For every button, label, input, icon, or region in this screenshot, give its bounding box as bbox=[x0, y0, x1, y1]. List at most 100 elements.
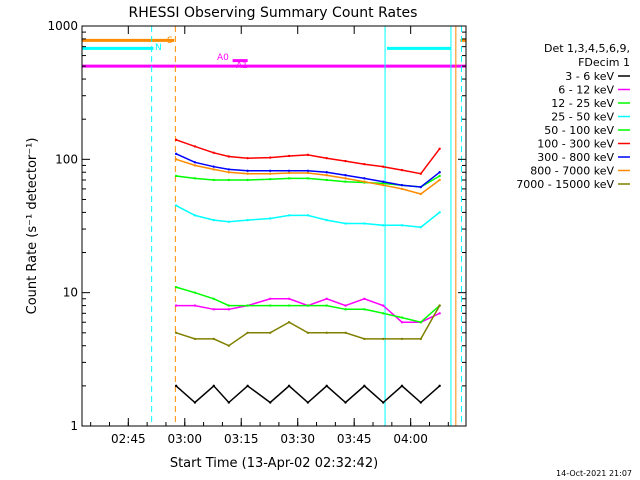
data-point-6-1 bbox=[193, 161, 197, 164]
data-point-7-6 bbox=[287, 171, 291, 175]
y-tick-label: 10 bbox=[63, 286, 78, 300]
data-point-3-11 bbox=[381, 224, 385, 227]
legend-entry-label: 3 - 6 keV bbox=[565, 70, 614, 83]
data-point-7-2 bbox=[212, 168, 215, 171]
data-point-6-6 bbox=[287, 169, 291, 173]
data-point-2-13 bbox=[419, 321, 423, 324]
data-point-3-7 bbox=[306, 214, 310, 217]
data-point-2-12 bbox=[400, 316, 404, 319]
data-point-7-9 bbox=[344, 177, 347, 180]
data-point-5-14 bbox=[438, 147, 441, 150]
data-point-7-8 bbox=[325, 174, 328, 177]
data-point-3-6 bbox=[287, 214, 291, 217]
data-point-2-1 bbox=[193, 291, 197, 294]
data-point-2-11 bbox=[381, 312, 385, 315]
data-point-5-2 bbox=[212, 151, 215, 154]
annotation-a0: A0 bbox=[217, 53, 229, 63]
data-point-4-1 bbox=[193, 177, 197, 180]
legend-entry-label: 300 - 800 keV bbox=[537, 151, 614, 164]
data-point-1-9 bbox=[344, 304, 347, 307]
data-point-5-3 bbox=[227, 155, 231, 158]
data-point-0-14 bbox=[438, 384, 441, 388]
data-point-6-14 bbox=[438, 171, 441, 174]
data-point-5-6 bbox=[287, 154, 291, 158]
data-point-6-9 bbox=[344, 174, 347, 177]
data-point-0-13 bbox=[419, 401, 423, 404]
data-point-7-12 bbox=[400, 187, 404, 191]
annotation-n: N bbox=[155, 43, 162, 53]
data-point-2-0 bbox=[174, 285, 178, 289]
data-point-0-8 bbox=[325, 384, 328, 388]
data-point-5-12 bbox=[400, 168, 404, 172]
data-point-5-4 bbox=[246, 156, 249, 160]
chart-title: RHESSI Observing Summary Count Rates bbox=[129, 5, 418, 21]
data-point-7-5 bbox=[269, 172, 272, 175]
data-point-6-2 bbox=[212, 165, 215, 168]
data-point-8-1 bbox=[193, 337, 197, 341]
data-point-7-0 bbox=[174, 158, 178, 161]
data-point-2-3 bbox=[227, 304, 231, 307]
annotation-s: S bbox=[167, 36, 173, 46]
legend-entry-label: 25 - 50 keV bbox=[551, 111, 614, 124]
data-point-0-5 bbox=[269, 401, 272, 404]
data-point-3-3 bbox=[227, 220, 231, 224]
legend-entry-label: 6 - 12 keV bbox=[558, 84, 614, 97]
data-point-2-7 bbox=[306, 304, 310, 307]
data-point-1-10 bbox=[363, 297, 366, 300]
data-point-5-0 bbox=[174, 138, 178, 142]
data-point-1-12 bbox=[400, 321, 404, 324]
data-point-0-9 bbox=[344, 401, 347, 404]
legend-entry-label: 7000 - 15000 keV bbox=[516, 178, 614, 191]
data-point-0-2 bbox=[212, 384, 215, 388]
data-point-3-0 bbox=[174, 204, 178, 207]
data-point-4-14 bbox=[438, 174, 441, 178]
data-point-0-7 bbox=[306, 401, 310, 404]
data-point-1-14 bbox=[438, 312, 441, 315]
data-point-2-2 bbox=[212, 297, 215, 300]
data-point-4-4 bbox=[246, 178, 249, 182]
data-point-6-10 bbox=[363, 177, 366, 180]
data-point-7-4 bbox=[246, 172, 249, 175]
data-point-4-3 bbox=[227, 178, 231, 182]
data-point-8-3 bbox=[227, 344, 231, 347]
data-point-6-3 bbox=[227, 168, 231, 171]
data-point-5-13 bbox=[419, 172, 423, 175]
data-point-3-10 bbox=[363, 222, 366, 225]
data-point-0-1 bbox=[193, 401, 197, 404]
data-point-4-8 bbox=[325, 178, 328, 182]
data-point-6-4 bbox=[246, 169, 249, 173]
data-point-6-12 bbox=[400, 183, 404, 187]
x-axis-label: Start Time (13-Apr-02 02:32:42) bbox=[170, 456, 378, 471]
data-point-8-0 bbox=[174, 331, 178, 335]
data-point-4-11 bbox=[381, 182, 385, 185]
y-axis-label: Count Rate (s⁻¹ detector⁻¹) bbox=[25, 138, 40, 315]
data-point-3-14 bbox=[438, 211, 441, 214]
plot-frame bbox=[81, 25, 467, 427]
data-point-2-10 bbox=[363, 308, 366, 311]
legend-header-line-1: Det 1,3,4,5,6,9, bbox=[544, 42, 630, 55]
annotation-a1: A1 bbox=[236, 61, 248, 71]
data-point-5-1 bbox=[193, 145, 197, 148]
x-tick-label: 03:15 bbox=[224, 432, 259, 446]
data-point-4-6 bbox=[287, 177, 291, 180]
data-point-2-8 bbox=[325, 304, 328, 307]
y-tick-label: 1 bbox=[70, 419, 78, 433]
legend-entry-label: 50 - 100 keV bbox=[544, 124, 614, 137]
data-point-4-0 bbox=[174, 174, 178, 178]
legend-header-line-2: FDecim 1 bbox=[578, 56, 630, 69]
data-point-1-2 bbox=[212, 308, 215, 311]
data-point-7-1 bbox=[193, 164, 197, 167]
data-point-2-5 bbox=[269, 304, 272, 307]
data-point-6-7 bbox=[306, 169, 310, 173]
data-point-5-11 bbox=[381, 165, 385, 168]
data-point-5-8 bbox=[325, 156, 328, 160]
legend-entry-label: 800 - 7000 keV bbox=[530, 165, 614, 178]
x-tick-label: 03:30 bbox=[280, 432, 315, 446]
data-point-6-8 bbox=[325, 171, 328, 174]
data-point-8-14 bbox=[438, 304, 441, 307]
x-tick-label: 03:45 bbox=[337, 432, 372, 446]
legend-entry-label: 12 - 25 keV bbox=[551, 97, 614, 110]
data-point-3-2 bbox=[212, 218, 215, 222]
